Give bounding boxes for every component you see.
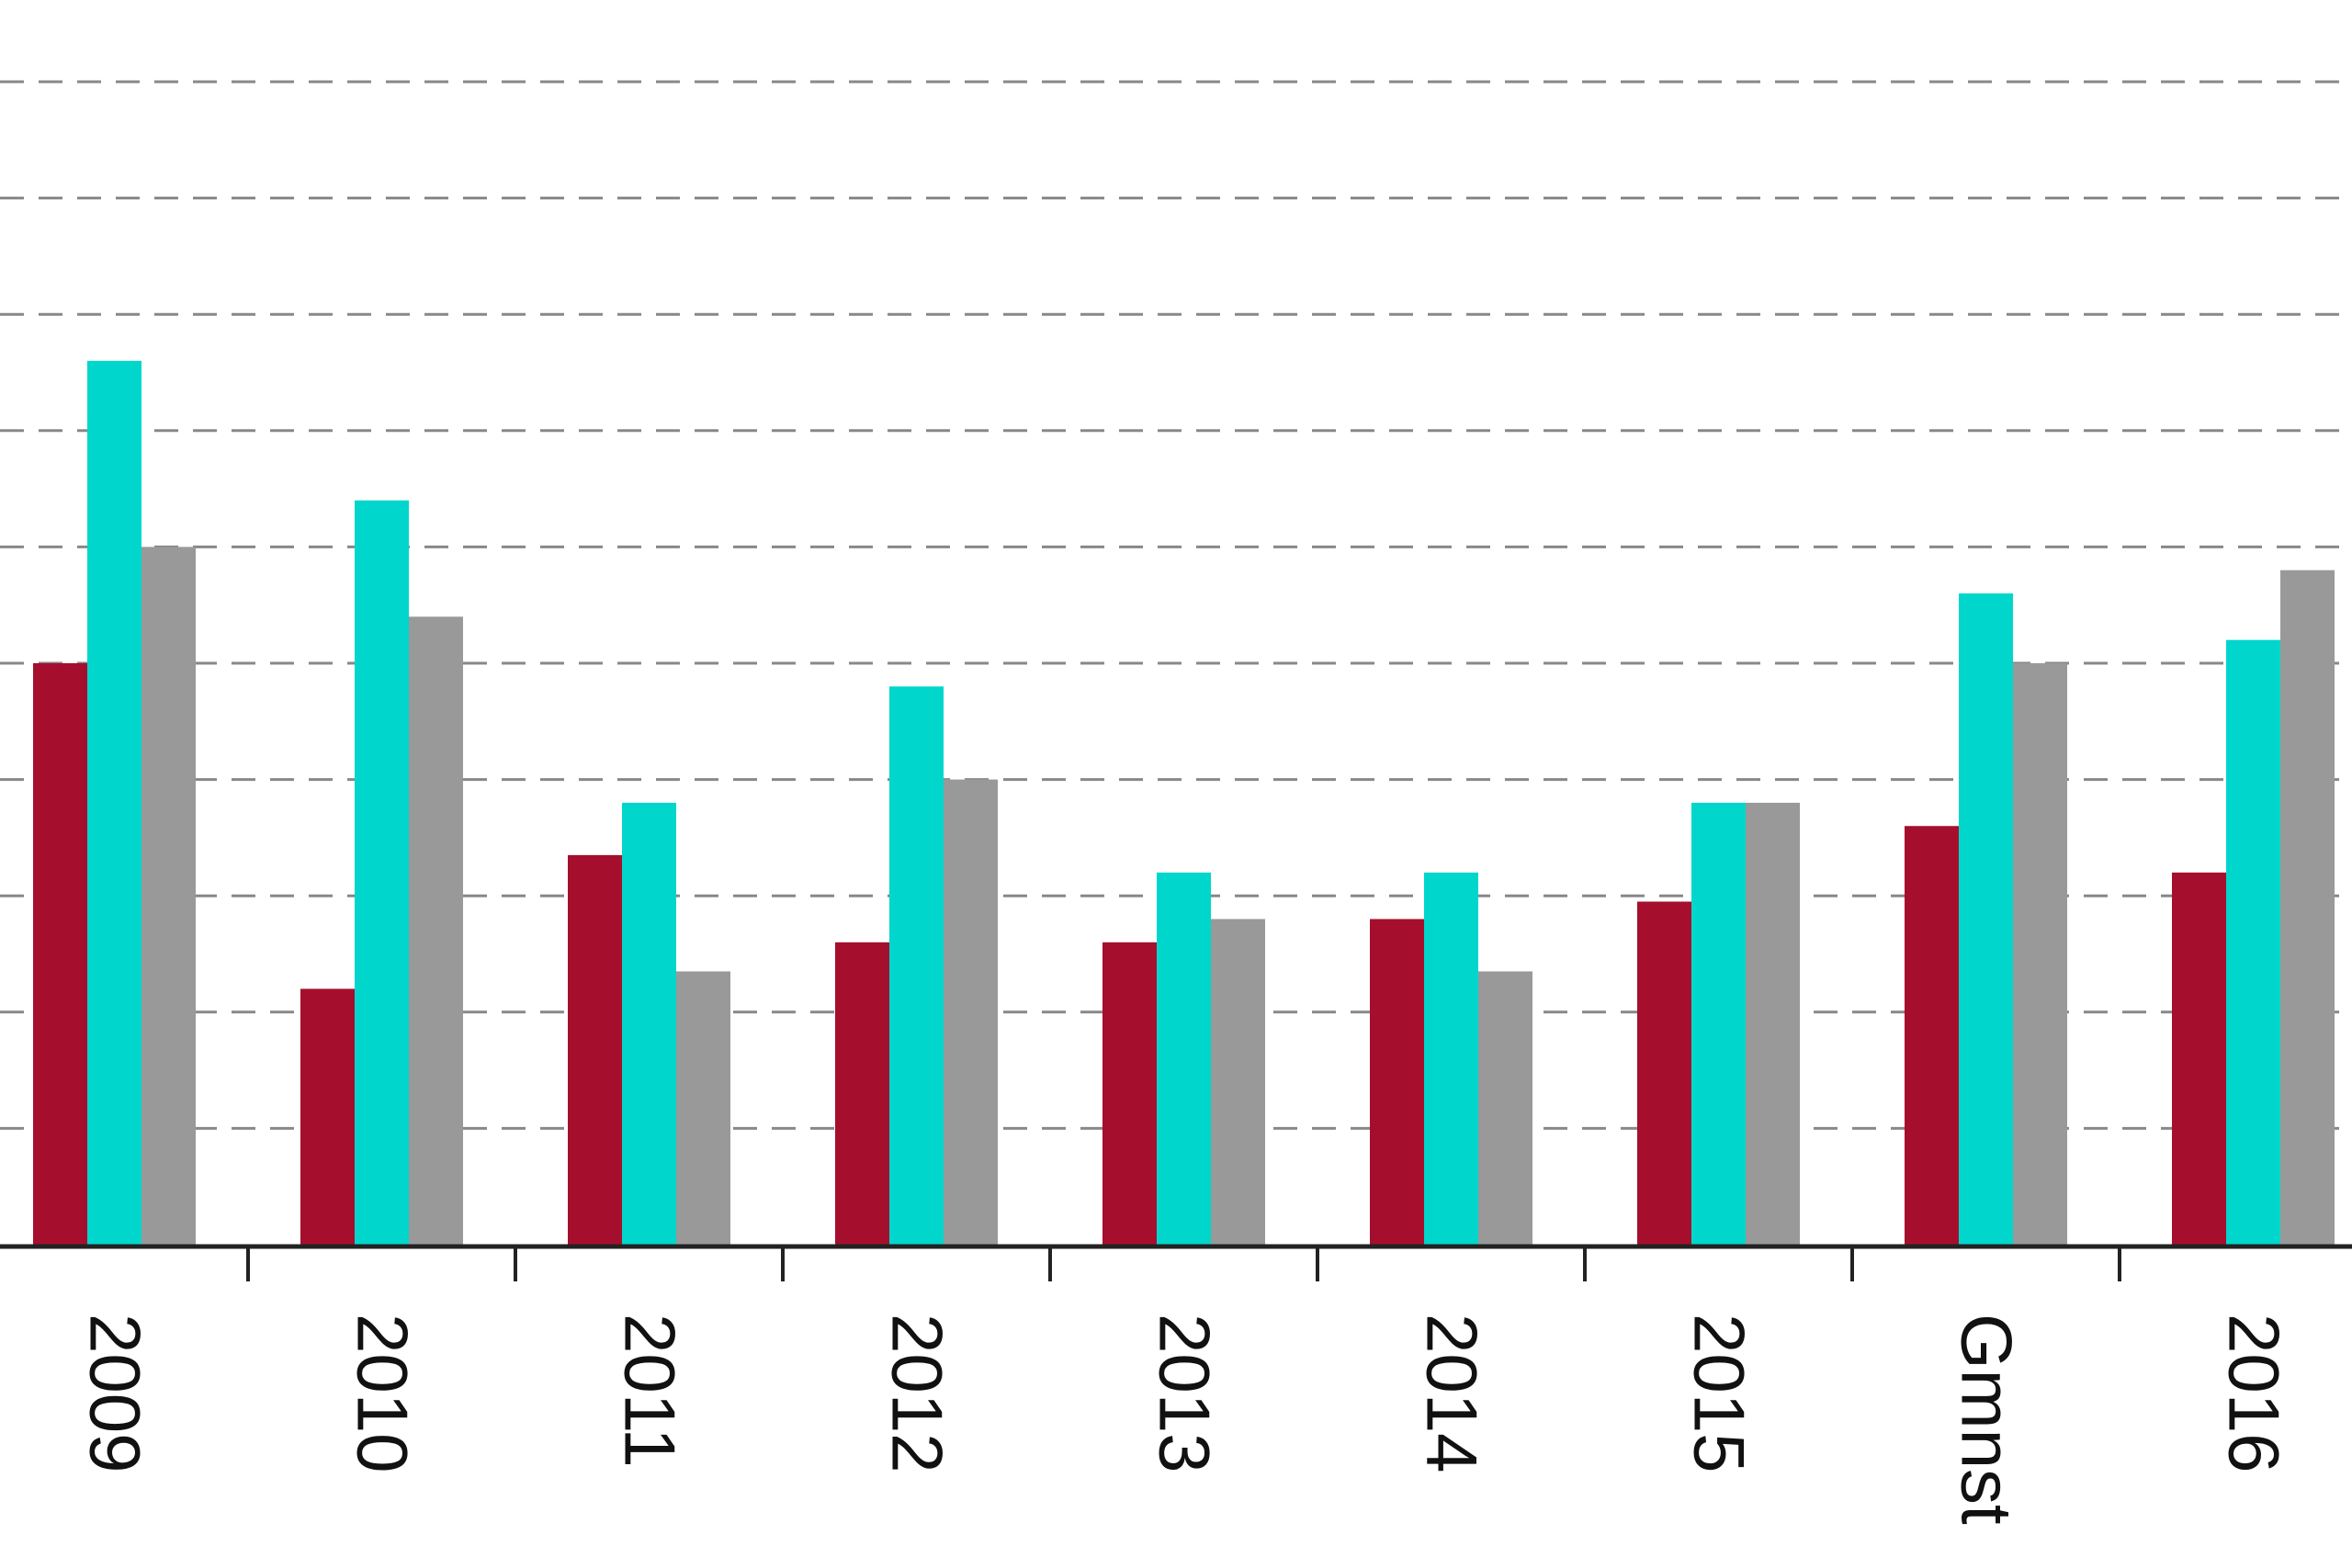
x-tick-label: 2009 <box>75 1314 156 1473</box>
x-ticks <box>246 1245 2121 1281</box>
x-tick-label: 2011 <box>610 1314 691 1468</box>
bar-series-3-2016 <box>2280 570 2335 1245</box>
bar-series-1-2015 <box>1637 901 1691 1245</box>
bar-series-2-2014 <box>1424 872 1478 1245</box>
bar-series-1-2013 <box>1102 942 1157 1245</box>
bar-series-2-2011 <box>622 802 676 1245</box>
bar-series-3-2011 <box>676 971 730 1245</box>
bar-series-2-2009 <box>87 360 141 1246</box>
x-tick-label: 2010 <box>343 1314 424 1473</box>
bar-series-1-2010 <box>300 988 355 1245</box>
x-tick-label: Gmnst <box>1947 1314 2028 1525</box>
x-tick-label: 2016 <box>2214 1314 2295 1473</box>
bar-series-3-2015 <box>1746 802 1800 1245</box>
bar-series-3-2010 <box>409 616 463 1245</box>
bar-series-3-2014 <box>1478 971 1532 1245</box>
bar-series-1-2011 <box>568 854 622 1245</box>
x-tick-label: 2012 <box>877 1314 958 1473</box>
bar-series-3-2012 <box>944 779 998 1245</box>
bar-series-1-2012 <box>835 942 889 1245</box>
x-tick-label: 2014 <box>1412 1314 1493 1473</box>
bar-series-2-2012 <box>889 686 944 1245</box>
bar-series-3-Gmnst <box>2013 663 2067 1245</box>
bar-series-2-2013 <box>1157 872 1211 1245</box>
bar-series-1-2016 <box>2172 872 2226 1245</box>
bar-series-1-2009 <box>33 663 87 1245</box>
bar-series-3-2013 <box>1211 919 1265 1245</box>
bar-series-2-2015 <box>1691 802 1746 1245</box>
bar-series-2-2016 <box>2226 639 2280 1245</box>
bar-series-2-Gmnst <box>1959 593 2013 1245</box>
x-tick-label: 2013 <box>1145 1314 1226 1473</box>
bar-series-1-2014 <box>1370 919 1424 1245</box>
x-tick-labels: 2009 2010 2011 2012 2013 2014 2015 Gmnst 2016 <box>75 1314 2295 1525</box>
bar-series-1-Gmnst <box>1905 826 1959 1245</box>
x-tick-label: 2015 <box>1679 1314 1760 1473</box>
bar-series-2-2010 <box>355 500 409 1245</box>
bars <box>33 360 2335 1246</box>
bar-series-3-2009 <box>141 547 196 1245</box>
